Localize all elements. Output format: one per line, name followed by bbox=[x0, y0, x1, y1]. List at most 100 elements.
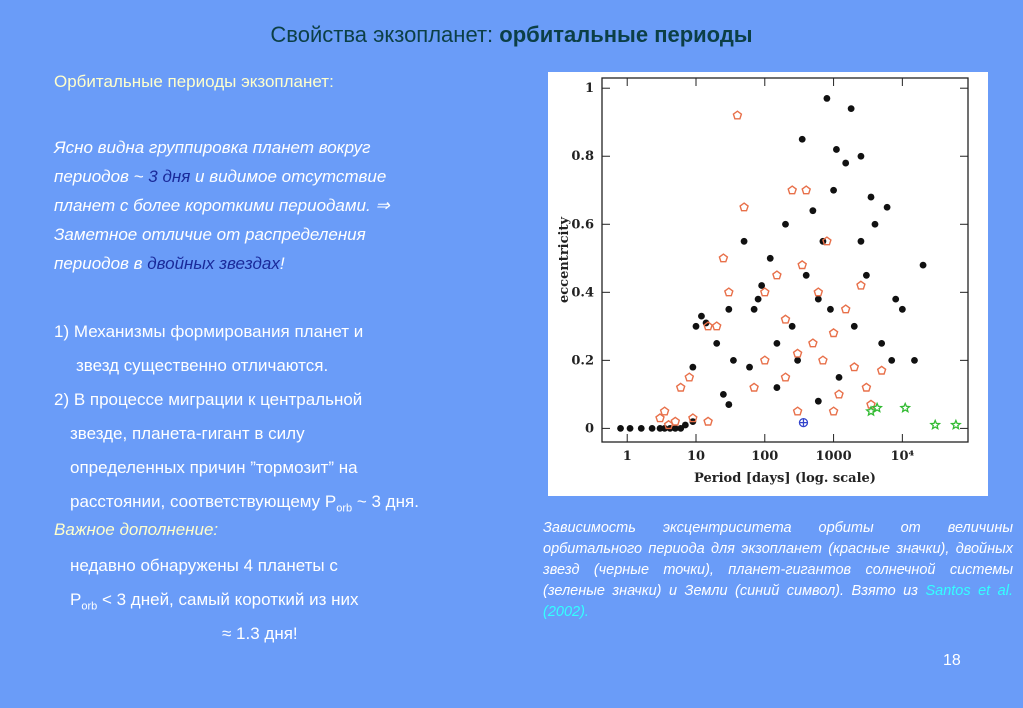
y-tick-label: 0.2 bbox=[571, 353, 594, 368]
point bbox=[919, 261, 927, 269]
list-line: определенных причин ”тормозит” на bbox=[70, 458, 358, 477]
point bbox=[892, 295, 900, 303]
point bbox=[828, 328, 839, 338]
text: и видимое отсутствие bbox=[190, 167, 387, 186]
point bbox=[797, 260, 808, 270]
point bbox=[861, 382, 872, 392]
point bbox=[898, 305, 906, 313]
point bbox=[818, 355, 828, 365]
point bbox=[949, 418, 962, 430]
point bbox=[828, 406, 839, 416]
point bbox=[780, 372, 791, 382]
point bbox=[847, 105, 855, 113]
point bbox=[833, 146, 840, 153]
scatter-chart: 1 10 100 1000 10⁴ 0 0.2 0.4 0.6 0.8 1 Period [days]… bbox=[548, 72, 988, 496]
point bbox=[670, 416, 681, 426]
point bbox=[746, 363, 753, 371]
list-line: 2) В процессе миграции к центральной bbox=[54, 390, 363, 409]
list-line: звезде, планета-гигант в силу bbox=[70, 424, 305, 443]
x-tick-label: 10⁴ bbox=[890, 449, 914, 464]
point bbox=[857, 152, 865, 160]
x-tick-label: 1 bbox=[623, 449, 632, 464]
point bbox=[801, 185, 812, 195]
text: расстоянии, соответствующему P bbox=[70, 492, 337, 511]
point bbox=[754, 295, 762, 303]
y-tick-label: 1 bbox=[585, 81, 594, 96]
point bbox=[883, 203, 891, 211]
x-tick-label: 10 bbox=[687, 449, 705, 464]
y-tick-label: 0.6 bbox=[571, 217, 594, 232]
point bbox=[871, 220, 879, 228]
point bbox=[675, 382, 686, 392]
list-line: расстоянии, соответствующему Porb ~ 3 дн… bbox=[70, 492, 419, 514]
point bbox=[798, 417, 809, 428]
point bbox=[849, 362, 860, 372]
point bbox=[871, 401, 883, 413]
point bbox=[711, 321, 722, 331]
point bbox=[899, 401, 912, 413]
subscript: orb bbox=[81, 600, 98, 613]
point bbox=[842, 159, 850, 167]
point bbox=[782, 220, 789, 228]
point bbox=[617, 424, 624, 432]
point bbox=[689, 363, 697, 371]
point bbox=[759, 355, 770, 365]
point bbox=[749, 382, 759, 392]
point bbox=[713, 339, 721, 347]
point bbox=[659, 406, 670, 416]
title-plain: Свойства экзопланет: bbox=[270, 22, 500, 47]
note-title: Важное дополнение: bbox=[54, 520, 219, 539]
text-line: Заметное отличие от распределения bbox=[54, 225, 366, 244]
point bbox=[648, 424, 656, 432]
point bbox=[814, 397, 822, 405]
point bbox=[759, 287, 770, 297]
y-tick-label: 0.4 bbox=[571, 285, 594, 300]
point bbox=[857, 237, 865, 245]
point bbox=[888, 356, 896, 364]
point bbox=[856, 280, 866, 290]
text: периодов в bbox=[54, 254, 148, 273]
point bbox=[626, 424, 634, 432]
point bbox=[739, 202, 749, 212]
text-line: периодов ~ 3 дня и видимое отсутствие bbox=[54, 167, 386, 187]
point bbox=[750, 305, 758, 313]
point bbox=[655, 413, 665, 423]
point bbox=[808, 338, 818, 348]
point bbox=[692, 322, 700, 330]
text: ~ 3 дня. bbox=[352, 492, 419, 511]
point bbox=[827, 305, 834, 313]
point bbox=[758, 282, 766, 289]
point bbox=[730, 356, 737, 364]
point bbox=[834, 389, 844, 399]
point bbox=[809, 207, 817, 215]
point bbox=[929, 418, 942, 430]
point bbox=[780, 314, 791, 324]
list-line: звезд существенно отличаются. bbox=[76, 356, 329, 375]
note-line: ≈ 1.3 дня! bbox=[222, 624, 298, 643]
point bbox=[823, 95, 831, 102]
point bbox=[822, 236, 832, 246]
text: < 3 дней, самый короткий из них bbox=[97, 590, 359, 609]
point bbox=[878, 339, 886, 347]
point bbox=[637, 424, 645, 432]
point bbox=[732, 110, 743, 120]
y-axis-label: eccentricity bbox=[557, 217, 572, 303]
point bbox=[867, 193, 875, 201]
subscript: orb bbox=[336, 502, 353, 515]
title: Свойства экзопланет: орбитальные периоды bbox=[0, 22, 1023, 48]
caption-link[interactable]: Santos et al. (2002). bbox=[543, 583, 1014, 620]
point bbox=[830, 186, 837, 194]
page-number: 18 bbox=[943, 652, 961, 669]
point bbox=[876, 365, 887, 375]
text-line: планет с более короткими периодами. ⇒ bbox=[54, 196, 390, 215]
list-line: 1) Механизмы формирования планет и bbox=[54, 322, 364, 341]
point bbox=[740, 237, 748, 245]
x-tick-label: 1000 bbox=[815, 449, 851, 464]
point bbox=[850, 322, 858, 330]
heading: Орбитальные периоды экзопланет: bbox=[54, 72, 334, 91]
note-line: недавно обнаружены 4 планеты с bbox=[70, 556, 338, 575]
point bbox=[814, 295, 822, 303]
point bbox=[703, 321, 713, 331]
highlight: 3 дня bbox=[148, 167, 191, 186]
